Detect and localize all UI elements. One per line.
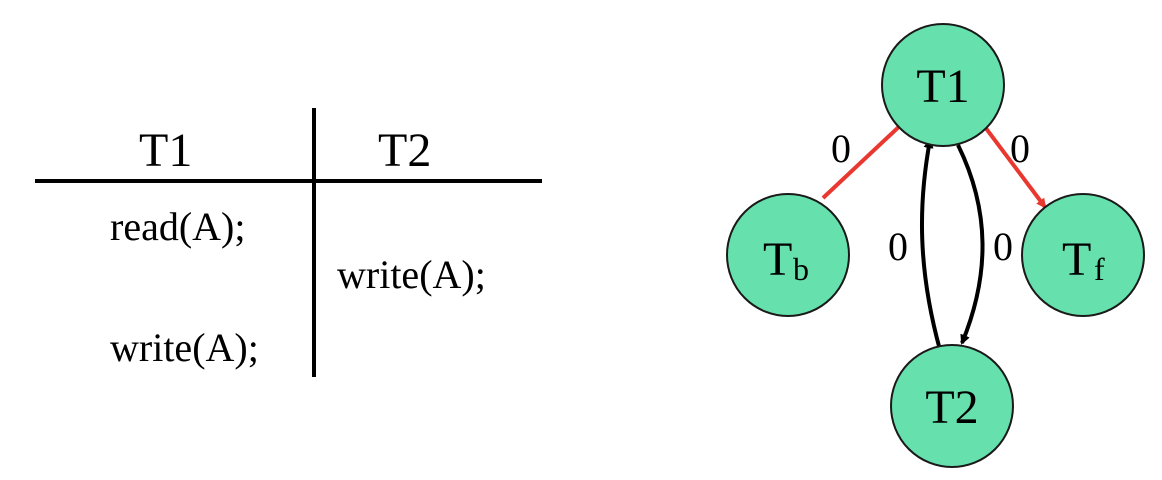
node-tf-subscript: f [1094, 251, 1105, 287]
node-t1: T1 [881, 23, 1005, 147]
column-header-t1: T1 [139, 124, 193, 177]
node-tf-label: T [1062, 233, 1091, 286]
edge-tb-to-t1 [821, 120, 906, 200]
operation-t1-write: write(A); [110, 325, 259, 370]
edge-t2-to-t1 [920, 138, 942, 351]
edge-label-t2-t1: 0 [888, 224, 908, 269]
table-horizontal-rule [35, 179, 542, 183]
node-t1-label: T1 [916, 60, 969, 113]
edge-label-t1-t2: 0 [993, 224, 1013, 269]
node-tf: T f [1021, 193, 1145, 317]
node-tb-circle [726, 193, 850, 317]
node-tb-label: T [763, 233, 792, 286]
column-header-t2: T2 [378, 124, 432, 177]
edge-label-tb-t1: 0 [831, 126, 851, 171]
node-t2-label: T2 [925, 381, 978, 434]
table-vertical-rule [312, 108, 316, 377]
edge-label-t1-tf: 0 [1010, 126, 1030, 171]
node-t2: T2 [890, 344, 1014, 468]
operation-t1-read: read(A); [110, 204, 246, 249]
node-t2-circle [890, 344, 1014, 468]
node-tf-circle [1021, 193, 1145, 317]
operation-t2-write: write(A); [337, 252, 486, 297]
edge-t1-to-t2 [956, 144, 985, 345]
edge-t1-to-tf [983, 125, 1047, 209]
node-tb: T b [726, 193, 850, 317]
node-t1-circle [881, 23, 1005, 147]
node-tb-subscript: b [793, 251, 809, 287]
